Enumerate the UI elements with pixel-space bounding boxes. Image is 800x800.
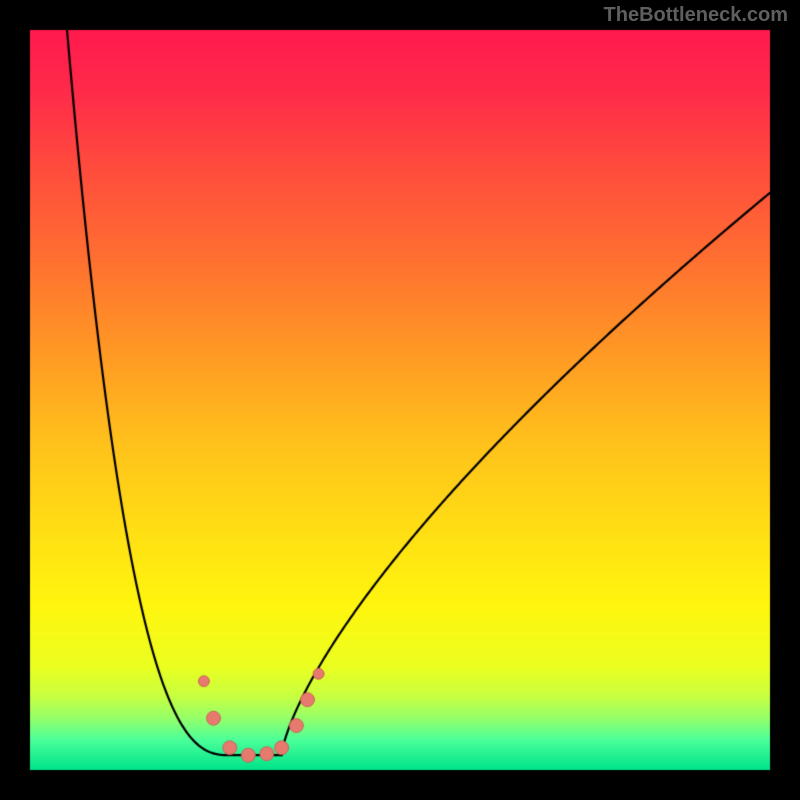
watermark-text: TheBottleneck.com	[604, 4, 788, 27]
bottleneck-curve-chart	[0, 0, 800, 800]
chart-container: TheBottleneck.com	[0, 0, 800, 800]
